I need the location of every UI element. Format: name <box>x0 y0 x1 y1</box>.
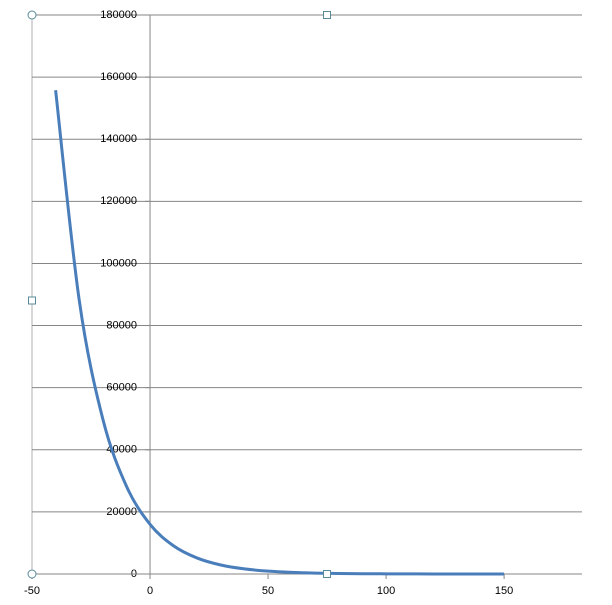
selection-handle <box>323 570 331 578</box>
selection-handle <box>323 11 331 19</box>
selection-handle <box>27 569 37 579</box>
y-tick-label: 100000 <box>100 257 137 269</box>
selection-handle <box>27 10 37 20</box>
x-tick-label: 150 <box>495 585 513 597</box>
x-tick-label: 50 <box>262 585 274 597</box>
series-line <box>54 89 505 576</box>
y-tick-label: 20000 <box>106 506 137 518</box>
x-tick-label: 100 <box>377 585 395 597</box>
y-tick-label: 180000 <box>100 9 137 21</box>
y-tick-label: 120000 <box>100 195 137 207</box>
y-tick-label: 140000 <box>100 133 137 145</box>
y-tick-label: 160000 <box>100 71 137 83</box>
y-tick-label: 60000 <box>106 382 137 394</box>
y-tick-label: 80000 <box>106 319 137 331</box>
x-tick-label: -50 <box>24 585 40 597</box>
x-tick-label: 0 <box>147 585 153 597</box>
selection-handle <box>28 296 36 305</box>
